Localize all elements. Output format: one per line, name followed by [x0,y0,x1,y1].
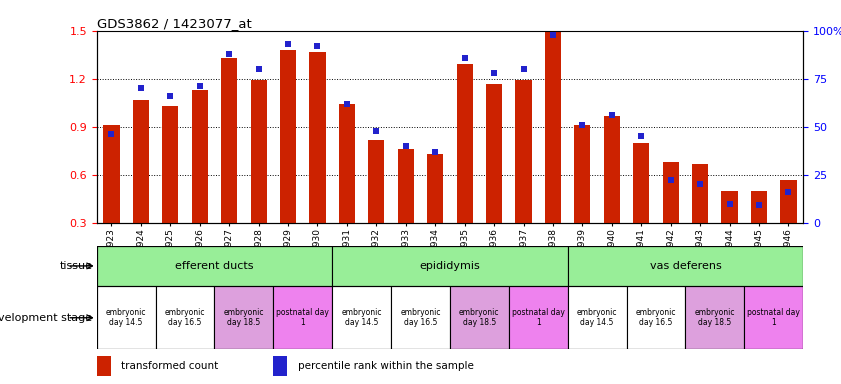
Text: embryonic
day 16.5: embryonic day 16.5 [636,308,676,328]
Bar [427,154,443,223]
Text: embryonic
day 14.5: embryonic day 14.5 [577,308,617,328]
Bar [545,32,561,223]
Bar [309,51,325,223]
Bar [156,286,214,349]
Bar [780,180,796,223]
Bar [214,286,273,349]
Bar [604,116,620,223]
Bar [251,80,267,223]
Bar [568,286,627,349]
Text: GDS3862 / 1423077_at: GDS3862 / 1423077_at [97,17,251,30]
Point [458,55,471,61]
Point [516,66,530,72]
Bar [97,246,332,286]
Point [163,93,177,99]
Bar [722,191,738,223]
Point [664,177,677,184]
Bar [627,286,685,349]
Text: postnatal day
1: postnatal day 1 [512,308,564,328]
Point [369,127,383,134]
Text: embryonic
day 16.5: embryonic day 16.5 [400,308,441,328]
Bar [221,58,237,223]
Bar [516,80,532,223]
Bar [398,149,414,223]
Bar [568,246,803,286]
Point [399,143,412,149]
Text: embryonic
day 18.5: embryonic day 18.5 [695,308,735,328]
Point [134,85,147,91]
Bar [663,162,679,223]
Point [281,41,294,47]
Text: embryonic
day 14.5: embryonic day 14.5 [341,308,382,328]
Point [546,31,559,38]
Bar [692,164,708,223]
Text: percentile rank within the sample: percentile rank within the sample [298,361,474,371]
Bar [97,286,156,349]
Point [752,202,765,209]
Point [693,181,706,187]
Bar [162,106,178,223]
Text: embryonic
day 14.5: embryonic day 14.5 [106,308,146,328]
Point [781,189,795,195]
Text: postnatal day
1: postnatal day 1 [277,308,329,328]
Point [428,149,442,155]
Text: embryonic
day 16.5: embryonic day 16.5 [165,308,205,328]
Bar [574,125,590,223]
Bar [685,286,744,349]
Bar [633,143,649,223]
Bar [273,356,288,376]
Text: epididymis: epididymis [420,261,480,271]
Point [722,200,736,207]
Bar [368,139,384,223]
Point [222,51,235,57]
Point [104,131,118,137]
Bar [339,104,355,223]
Text: transformed count: transformed count [121,361,219,371]
Point [251,66,265,72]
Bar [192,90,208,223]
Bar [744,286,803,349]
Bar [97,356,111,376]
Bar [751,191,767,223]
Bar [457,65,473,223]
Text: development stage: development stage [0,313,93,323]
Point [634,133,648,139]
Bar [103,125,119,223]
Text: embryonic
day 18.5: embryonic day 18.5 [459,308,500,328]
Bar [332,286,391,349]
Bar [450,286,509,349]
Bar [391,286,450,349]
Point [575,122,589,128]
Text: tissue: tissue [60,261,93,271]
Text: vas deferens: vas deferens [649,261,722,271]
Point [310,43,324,49]
Bar [273,286,332,349]
Point [193,83,206,89]
Bar [332,246,568,286]
Text: embryonic
day 18.5: embryonic day 18.5 [224,308,264,328]
Text: postnatal day
1: postnatal day 1 [748,308,800,328]
Bar [133,99,149,223]
Point [487,70,500,76]
Bar [509,286,568,349]
Bar [486,84,502,223]
Bar [280,50,296,223]
Point [340,101,353,107]
Point [605,112,618,118]
Text: efferent ducts: efferent ducts [175,261,254,271]
